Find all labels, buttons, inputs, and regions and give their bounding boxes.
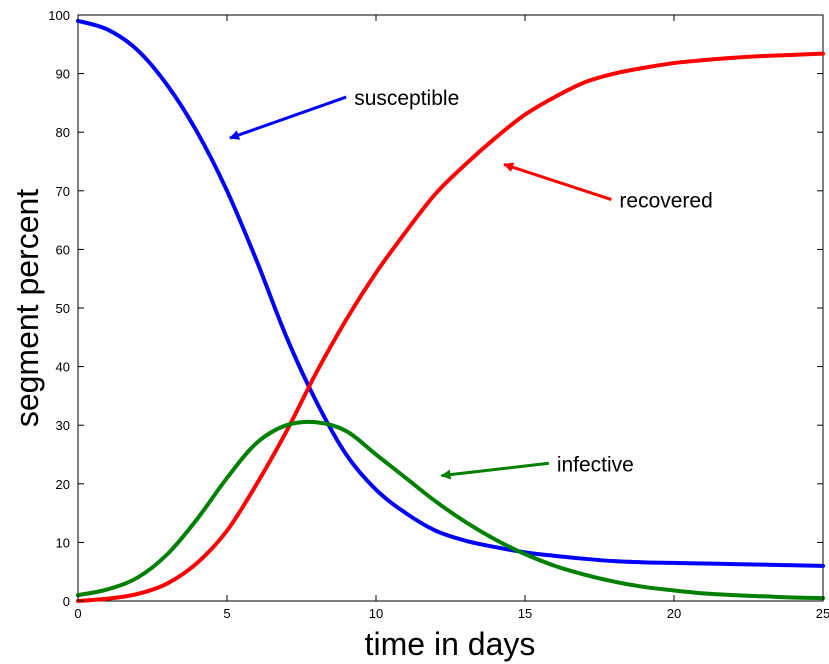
series-layer (76, 18, 825, 603)
annotation-arrow-recovered (503, 162, 612, 202)
y-tick-label: 100 (48, 8, 70, 23)
y-tick-label: 50 (56, 301, 70, 316)
y-tick-label: 70 (56, 184, 70, 199)
x-tick-label: 25 (816, 606, 829, 621)
series-line-susceptible (76, 18, 825, 568)
annotation-layer: susceptible recovered infective (229, 87, 713, 480)
tick-layer: 0 5 10 15 20 25 0 10 20 30 40 50 60 70 80 90 100 (48, 8, 829, 621)
y-tick-label: 80 (56, 125, 70, 140)
y-axis-title: segment percent (9, 189, 45, 427)
series-line-recovered (76, 51, 825, 603)
x-tick-label: 10 (369, 606, 383, 621)
x-tick-label: 0 (74, 606, 81, 621)
annotation-label-recovered: recovered (619, 190, 712, 213)
x-tick-label: 20 (667, 606, 681, 621)
annotation-arrow-infective (440, 461, 550, 480)
annotation-label-infective: infective (557, 453, 634, 476)
x-axis-title: time in days (365, 626, 536, 662)
x-tick-label: 5 (223, 606, 230, 621)
series-line-infective (76, 419, 825, 601)
y-tick-label: 0 (63, 594, 70, 609)
x-tick-label: 15 (518, 606, 532, 621)
annotation-label-susceptible: susceptible (354, 87, 459, 110)
plot-area (77, 14, 824, 602)
y-tick-label: 10 (56, 535, 70, 550)
y-tick-label: 40 (56, 360, 70, 375)
annotation-arrow-susceptible (229, 95, 347, 140)
y-tick-label: 20 (56, 477, 70, 492)
y-tick-label: 60 (56, 242, 70, 257)
y-tick-label: 90 (56, 67, 70, 82)
y-tick-label: 30 (56, 418, 70, 433)
